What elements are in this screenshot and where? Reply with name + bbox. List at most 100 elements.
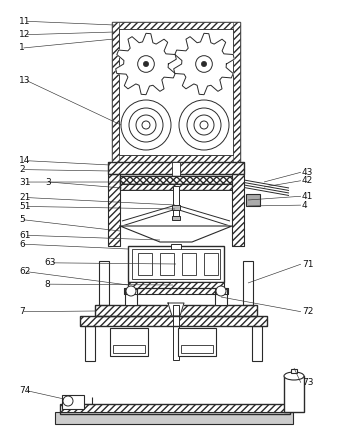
Text: 8: 8 [45,280,51,289]
Bar [95,305,257,316]
Bar [108,174,120,246]
Circle shape [201,61,207,67]
Bar [178,328,216,356]
Bar [172,216,180,220]
Bar [246,194,260,206]
Text: 42: 42 [302,176,313,185]
Circle shape [200,121,208,129]
Bar [62,395,84,409]
Bar [233,22,240,162]
Bar [60,404,290,414]
Text: 74: 74 [19,386,30,395]
Ellipse shape [284,372,304,380]
Text: 2: 2 [19,165,24,174]
Text: 31: 31 [19,178,30,186]
Text: 51: 51 [19,202,30,211]
Bar [252,326,262,361]
Circle shape [187,108,221,142]
Circle shape [63,396,73,406]
Bar [80,316,267,326]
Bar [243,261,253,305]
Bar [108,174,120,246]
Bar [172,205,180,210]
Polygon shape [116,33,176,95]
Bar [124,288,228,294]
Text: 6: 6 [19,240,25,249]
Circle shape [138,56,154,72]
Text: 71: 71 [302,260,313,269]
Bar [55,412,293,424]
Circle shape [196,56,212,72]
Bar [291,369,297,373]
Text: 11: 11 [19,17,30,26]
Bar [119,29,233,155]
Bar [128,282,224,288]
Bar [215,289,227,305]
Text: 13: 13 [19,76,30,85]
Bar [160,253,174,275]
Circle shape [194,115,214,135]
Text: 73: 73 [302,378,313,387]
Bar [171,244,181,258]
Circle shape [121,100,171,150]
Circle shape [136,115,156,135]
Bar [125,289,137,305]
Text: 43: 43 [302,168,313,177]
Bar [108,162,244,174]
Bar [60,404,290,414]
Text: 3: 3 [45,178,51,186]
Bar [112,155,240,162]
Bar [173,305,179,360]
Text: 72: 72 [302,307,313,316]
Bar [80,316,267,326]
Text: 63: 63 [45,258,56,267]
Bar [108,162,244,174]
Bar [173,208,179,218]
Circle shape [179,100,229,150]
Polygon shape [174,33,234,95]
Bar [284,376,304,412]
Bar [181,345,213,353]
Bar [113,345,145,353]
Circle shape [129,108,163,142]
Bar [120,176,232,184]
Bar [124,288,228,294]
Bar [120,184,232,190]
Bar [80,326,267,361]
Bar [112,22,240,29]
Bar [112,22,119,162]
Text: 1: 1 [19,44,25,52]
Bar [112,22,240,162]
Bar [128,282,224,288]
Polygon shape [168,303,184,316]
Bar [173,186,179,208]
Bar [204,253,218,275]
Text: 5: 5 [19,215,25,224]
Text: 7: 7 [19,307,25,316]
Text: 4: 4 [302,201,307,210]
Bar [85,326,95,361]
Circle shape [144,61,149,67]
Bar [95,305,257,316]
Text: 62: 62 [19,267,30,276]
Bar [232,174,244,246]
Text: 21: 21 [19,193,30,202]
Bar [99,261,109,305]
Bar [120,184,232,190]
Bar [132,249,220,279]
Bar [120,176,232,184]
Circle shape [126,286,136,296]
Bar [182,253,196,275]
Polygon shape [120,226,232,242]
Text: 12: 12 [19,30,30,39]
Bar [138,253,152,275]
Bar [232,174,244,246]
Text: 41: 41 [302,192,313,201]
Circle shape [216,286,226,296]
Text: 61: 61 [19,231,30,240]
Circle shape [142,121,150,129]
Text: 14: 14 [19,156,30,165]
Bar [172,162,180,176]
Bar [128,246,224,282]
Bar [110,328,148,356]
